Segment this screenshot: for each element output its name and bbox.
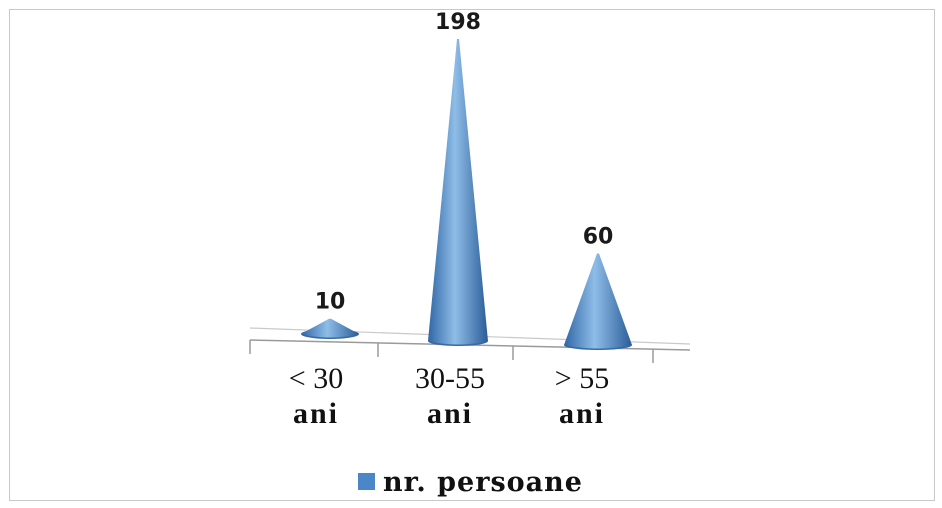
legend-swatch (358, 473, 375, 490)
category-label-line1: 30-55 (415, 362, 485, 395)
cone-bar (428, 39, 488, 346)
data-label: 60 (583, 224, 614, 249)
data-label: 198 (435, 10, 481, 35)
cone-body (428, 39, 488, 345)
category-label-line2: ani (427, 397, 473, 430)
cone-body (301, 318, 359, 338)
category-label-line2: ani (559, 397, 605, 430)
category-label-line1: < 30 (289, 362, 343, 395)
legend-label: nr. persoane (383, 467, 583, 498)
category-label-line1: > 55 (555, 362, 609, 395)
cone-body (564, 253, 632, 349)
category-label-line2: ani (293, 397, 339, 430)
data-label: 10 (315, 290, 346, 315)
cone-bar (564, 253, 632, 350)
legend: nr. persoane (358, 467, 583, 498)
cone-bar (301, 318, 359, 339)
